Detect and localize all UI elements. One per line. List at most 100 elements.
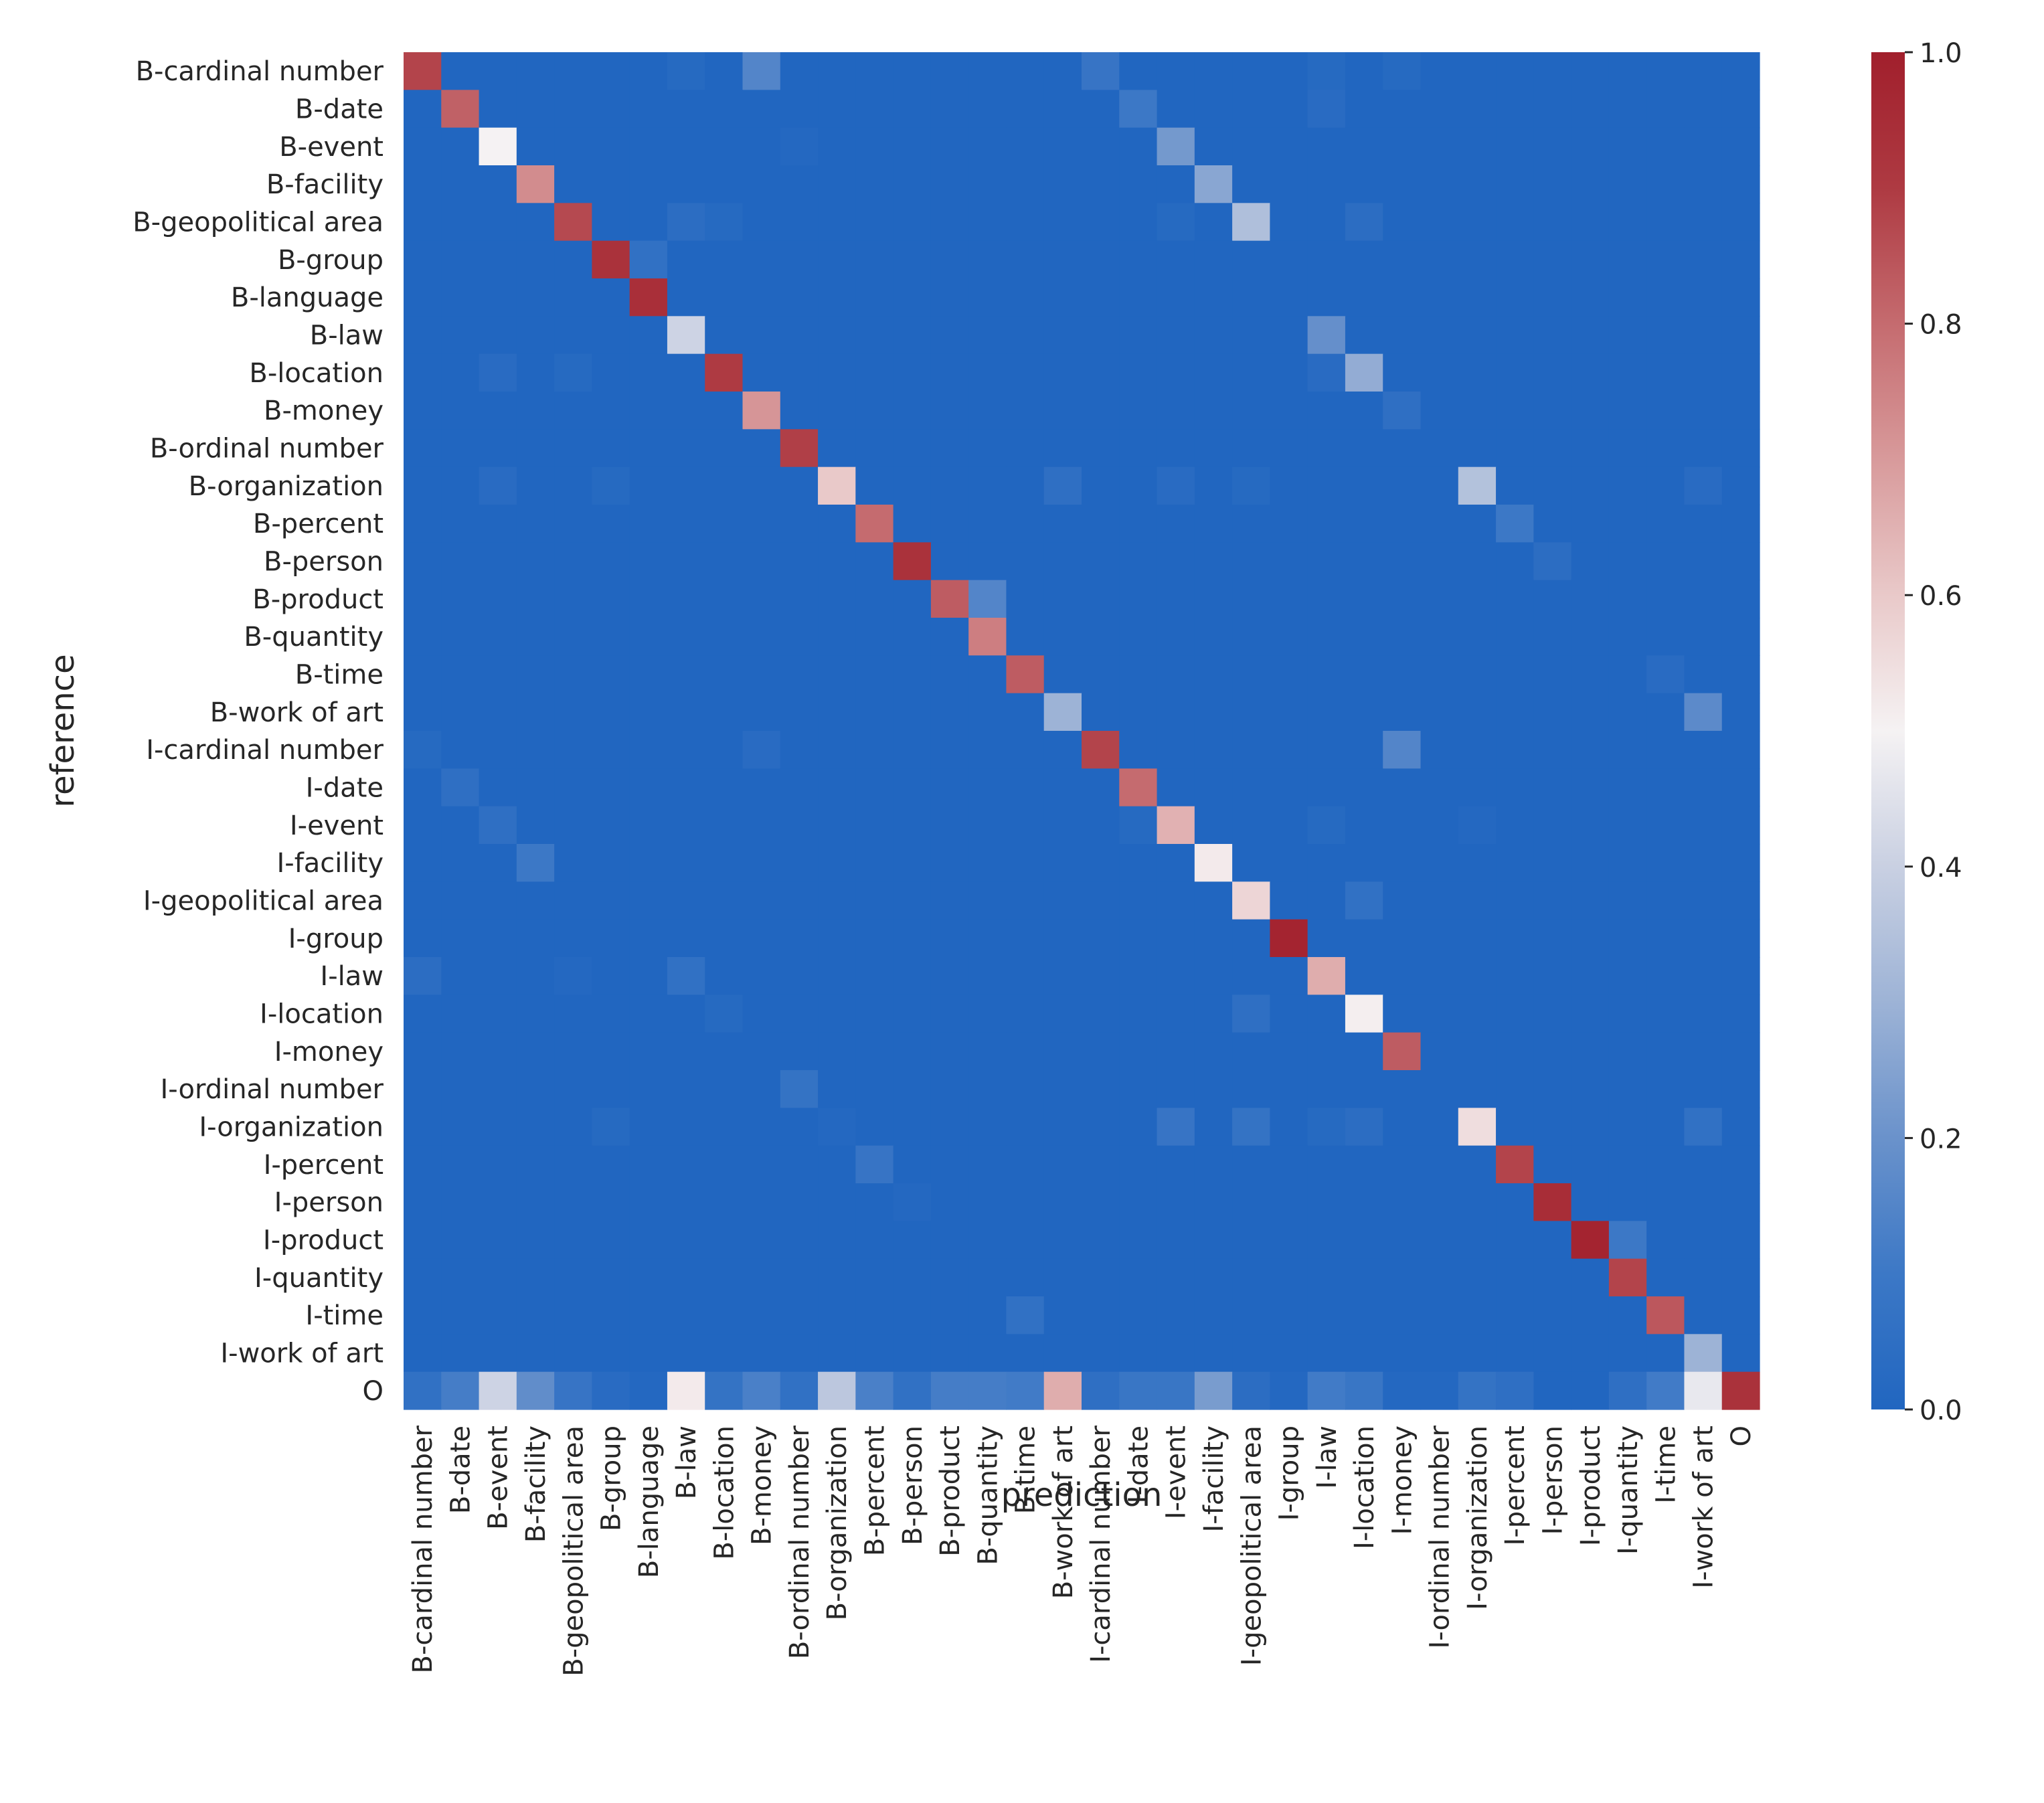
heatmap-cell-i-event-x-b-date bbox=[441, 806, 480, 845]
x-tick-label-b-event: B-event bbox=[483, 1426, 514, 1530]
heatmap-cell-o-x-b-percent bbox=[855, 1371, 894, 1410]
heatmap-cell-b-language-x-i-percent bbox=[1496, 278, 1534, 317]
heatmap-cell-i-geopolitical-area-x-i-cardinal-number bbox=[1082, 881, 1120, 920]
heatmap-cell-b-organization-x-o bbox=[1721, 466, 1760, 505]
heatmap-cell-i-money-x-i-location bbox=[1345, 1032, 1383, 1071]
heatmap-cell-b-work-of-art-x-o bbox=[1721, 693, 1760, 732]
heatmap-cell-i-money-x-i-cardinal-number bbox=[1082, 1032, 1120, 1071]
heatmap-cell-i-quantity-x-i-group bbox=[1270, 1258, 1308, 1297]
heatmap-cell-o-x-i-law bbox=[1307, 1371, 1346, 1410]
heatmap-cell-b-time-x-b-person bbox=[893, 655, 932, 694]
heatmap-cell-b-percent-x-b-facility bbox=[516, 505, 555, 543]
heatmap-cell-b-law-x-i-time bbox=[1646, 316, 1685, 355]
heatmap-cell-b-person-x-i-event bbox=[1157, 542, 1195, 581]
heatmap-cell-b-date-x-i-group bbox=[1270, 90, 1308, 128]
heatmap-cell-i-person-x-i-product bbox=[1571, 1183, 1610, 1221]
heatmap-cell-i-event-x-i-ordinal-number bbox=[1420, 806, 1459, 845]
x-tick-label-i-percent: I-percent bbox=[1500, 1426, 1531, 1545]
heatmap-cell-b-facility-x-i-work-of-art bbox=[1684, 165, 1723, 203]
heatmap-cell-b-percent-x-b-product bbox=[930, 505, 969, 543]
heatmap-cell-b-date-x-i-cardinal-number bbox=[1082, 90, 1120, 128]
heatmap-cell-b-percent-x-i-product bbox=[1571, 505, 1610, 543]
heatmap-cell-b-date-x-b-work-of-art bbox=[1043, 90, 1082, 128]
heatmap-cell-b-work-of-art-x-i-ordinal-number bbox=[1420, 693, 1459, 732]
heatmap-cell-i-facility-x-i-group bbox=[1270, 844, 1308, 882]
y-tick-label-i-location: I-location bbox=[260, 999, 384, 1030]
heatmap-cell-i-geopolitical-area-x-i-facility bbox=[1194, 881, 1233, 920]
heatmap-cell-i-date-x-i-percent bbox=[1496, 768, 1534, 807]
heatmap-cell-o-x-i-event bbox=[1157, 1371, 1195, 1410]
heatmap-cell-b-facility-x-b-event bbox=[479, 165, 517, 203]
heatmap-cell-b-date-x-i-money bbox=[1383, 90, 1422, 128]
heatmap-cell-i-product-x-b-percent bbox=[855, 1221, 894, 1260]
heatmap-cell-i-ordinal-number-x-i-law bbox=[1307, 1070, 1346, 1108]
heatmap-cell-i-ordinal-number-x-i-product bbox=[1571, 1070, 1610, 1108]
heatmap-cell-b-language-x-b-quantity bbox=[968, 278, 1007, 317]
heatmap-cell-i-cardinal-number-x-b-event bbox=[479, 731, 517, 769]
y-tick-label-b-language: B-language bbox=[231, 282, 384, 313]
heatmap-cell-b-language-x-i-money bbox=[1383, 278, 1422, 317]
heatmap-cell-i-time-x-b-organization bbox=[818, 1296, 856, 1335]
heatmap-cell-i-organization-x-i-ordinal-number bbox=[1420, 1108, 1459, 1146]
heatmap-cell-b-work-of-art-x-b-percent bbox=[855, 693, 894, 732]
heatmap-cell-i-work-of-art-x-i-law bbox=[1307, 1334, 1346, 1373]
heatmap-cell-b-ordinal-number-x-i-cardinal-number bbox=[1082, 429, 1120, 468]
heatmap-cell-b-cardinal-number-x-b-language bbox=[629, 52, 668, 90]
heatmap-cell-i-geopolitical-area-x-b-location bbox=[705, 881, 744, 920]
heatmap-cell-b-quantity-x-i-time bbox=[1646, 618, 1685, 656]
heatmap-cell-b-law-x-b-geopolitical-area bbox=[554, 316, 592, 355]
heatmap-cell-i-group-x-b-person bbox=[893, 919, 932, 958]
heatmap-cell-b-cardinal-number-x-i-facility bbox=[1194, 52, 1233, 90]
heatmap-cell-b-money-x-b-ordinal-number bbox=[780, 392, 819, 430]
heatmap-cell-i-organization-x-i-event bbox=[1157, 1108, 1195, 1146]
heatmap-cell-i-time-x-b-event bbox=[479, 1296, 517, 1335]
heatmap-cell-b-time-x-b-percent bbox=[855, 655, 894, 694]
heatmap-cell-i-geopolitical-area-x-b-group bbox=[592, 881, 630, 920]
x-tick-label-i-location: I-location bbox=[1349, 1426, 1380, 1549]
heatmap-cell-i-time-x-b-cardinal-number bbox=[404, 1296, 442, 1335]
heatmap-cell-i-date-x-i-facility bbox=[1194, 768, 1233, 807]
heatmap-cell-i-work-of-art-x-o bbox=[1721, 1334, 1760, 1373]
heatmap-cell-b-date-x-i-percent bbox=[1496, 90, 1534, 128]
heatmap-cell-b-event-x-i-quantity bbox=[1608, 127, 1647, 166]
heatmap-cell-b-work-of-art-x-i-person bbox=[1533, 693, 1572, 732]
heatmap-cell-b-quantity-x-b-person bbox=[893, 618, 932, 656]
heatmap-cell-b-language-x-i-person bbox=[1533, 278, 1572, 317]
heatmap-cell-b-law-x-b-money bbox=[742, 316, 781, 355]
heatmap-cell-b-language-x-i-date bbox=[1119, 278, 1158, 317]
heatmap-cell-b-ordinal-number-x-b-facility bbox=[516, 429, 555, 468]
heatmap-cell-b-product-x-i-location bbox=[1345, 580, 1383, 618]
heatmap-cell-b-event-x-b-group bbox=[592, 127, 630, 166]
heatmap-cell-i-facility-x-b-geopolitical-area bbox=[554, 844, 592, 882]
heatmap-cell-i-facility-x-b-facility bbox=[516, 844, 555, 882]
heatmap-cell-b-language-x-i-facility bbox=[1194, 278, 1233, 317]
heatmap-cell-i-quantity-x-b-geopolitical-area bbox=[554, 1258, 592, 1297]
heatmap-cell-b-percent-x-b-cardinal-number bbox=[404, 505, 442, 543]
heatmap-cell-i-date-x-i-date bbox=[1119, 768, 1158, 807]
heatmap-cell-b-product-x-b-law bbox=[667, 580, 705, 618]
heatmap-cell-b-law-x-i-geopolitical-area bbox=[1232, 316, 1270, 355]
heatmap-cell-b-product-x-b-time bbox=[1006, 580, 1045, 618]
heatmap-cell-i-law-x-i-cardinal-number bbox=[1082, 957, 1120, 995]
heatmap-cell-b-location-x-b-language bbox=[629, 353, 668, 392]
heatmap-cell-i-work-of-art-x-b-product bbox=[930, 1334, 969, 1373]
heatmap-cell-b-geopolitical-area-x-i-group bbox=[1270, 203, 1308, 242]
heatmap-cell-i-person-x-b-quantity bbox=[968, 1183, 1007, 1221]
heatmap-cell-b-percent-x-i-facility bbox=[1194, 505, 1233, 543]
heatmap-cell-b-event-x-b-person bbox=[893, 127, 932, 166]
heatmap-cell-i-group-x-b-percent bbox=[855, 919, 894, 958]
heatmap-cell-i-law-x-i-geopolitical-area bbox=[1232, 957, 1270, 995]
heatmap-cell-i-percent-x-b-group bbox=[592, 1145, 630, 1184]
heatmap-cell-i-cardinal-number-x-b-percent bbox=[855, 731, 894, 769]
heatmap-cell-i-date-x-i-product bbox=[1571, 768, 1610, 807]
heatmap-cell-i-date-x-b-quantity bbox=[968, 768, 1007, 807]
heatmap-cell-i-time-x-i-product bbox=[1571, 1296, 1610, 1335]
heatmap-cell-i-geopolitical-area-x-b-time bbox=[1006, 881, 1045, 920]
heatmap-cell-b-geopolitical-area-x-b-date bbox=[441, 203, 480, 242]
heatmap-cell-i-ordinal-number-x-b-event bbox=[479, 1070, 517, 1108]
heatmap-cell-i-cardinal-number-x-i-organization bbox=[1458, 731, 1497, 769]
x-tick-label-i-organization: I-organization bbox=[1462, 1426, 1493, 1610]
heatmap-cell-b-cardinal-number-x-b-quantity bbox=[968, 52, 1007, 90]
heatmap-cell-b-location-x-i-geopolitical-area bbox=[1232, 353, 1270, 392]
heatmap-cell-i-ordinal-number-x-i-time bbox=[1646, 1070, 1685, 1108]
